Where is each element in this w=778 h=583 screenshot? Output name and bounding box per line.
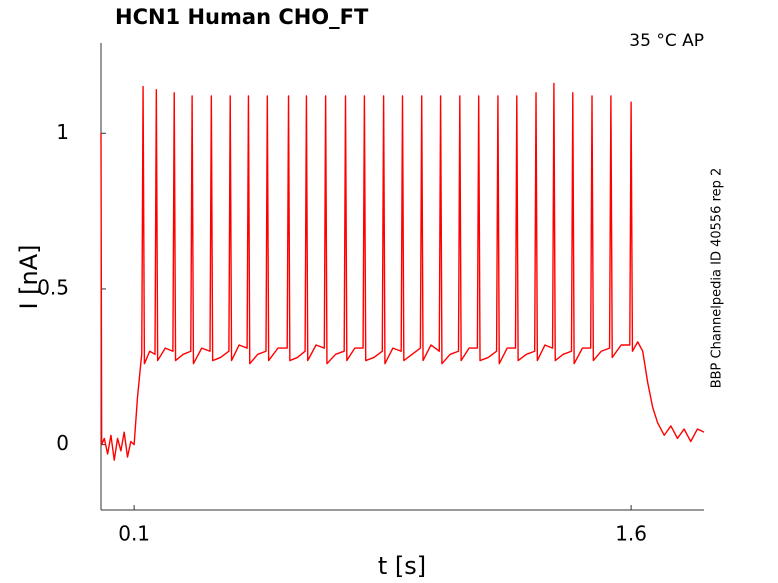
y-tick-label: 0: [56, 431, 69, 455]
y-axis-label: I [nA]: [15, 244, 43, 309]
trace-line: [100, 82, 705, 461]
y-tick-label: 0.5: [37, 275, 69, 299]
side-label: BBP Channelpedia ID 40556 rep 2: [710, 168, 725, 389]
annotation: 35 °C AP: [629, 31, 704, 51]
x-tick-label: 0.1: [118, 522, 150, 546]
x-tick-label: 1.6: [615, 522, 647, 546]
x-axis-label: t [s]: [378, 552, 426, 580]
y-tick-label: 1: [56, 120, 69, 144]
chart-title: HCN1 Human CHO_FT: [115, 5, 369, 29]
